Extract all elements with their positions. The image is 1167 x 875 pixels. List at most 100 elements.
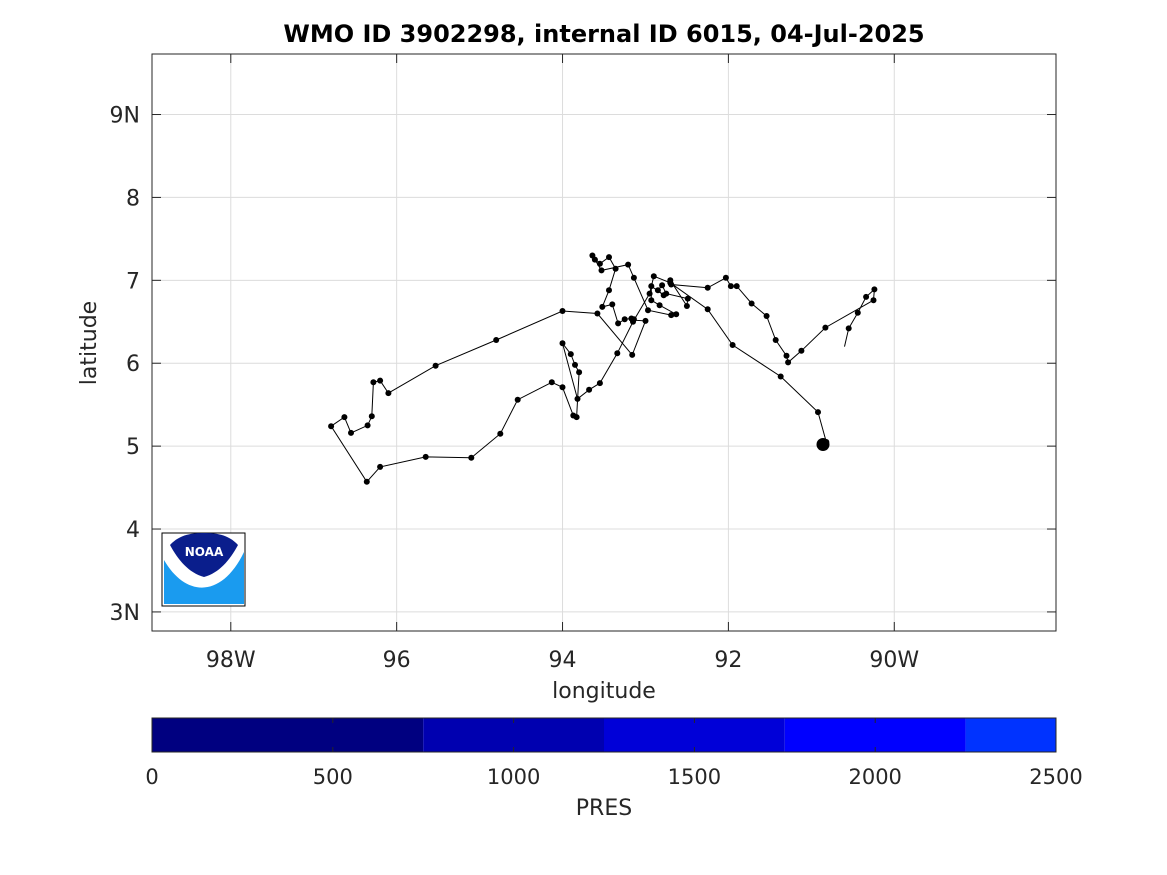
colorbar-tick-labels: 0 500 1000 1500 2000 2500 <box>145 765 1082 789</box>
x-tick-label: 96 <box>383 648 411 673</box>
colorbar-tick-label: 1000 <box>487 765 540 789</box>
profile-marker <box>614 350 621 357</box>
colorbar-tick-label: 2500 <box>1029 765 1082 789</box>
profile-marker <box>363 478 370 485</box>
profile-marker <box>606 287 612 294</box>
colorbar-tick-label: 2000 <box>848 765 901 789</box>
y-tick-label: 4 <box>126 518 140 543</box>
profile-marker <box>660 292 667 299</box>
profile-marker <box>650 273 657 280</box>
profile-marker <box>368 413 375 420</box>
profile-marker <box>684 295 691 302</box>
profile-marker <box>870 297 877 304</box>
profile-marker <box>798 347 805 354</box>
profile-marker <box>328 423 335 430</box>
x-tick-label: 92 <box>714 648 742 673</box>
profile-marker <box>598 267 605 274</box>
noaa-logo-bird-icon <box>164 552 244 604</box>
profile-marker <box>615 320 622 327</box>
float-trajectory <box>328 252 878 485</box>
profile-marker <box>576 369 583 376</box>
profile-marker <box>422 453 429 460</box>
y-tick-label: 7 <box>126 269 140 294</box>
y-tick-label: 3N <box>110 601 140 626</box>
colorbar-tick-label: 500 <box>313 765 353 789</box>
noaa-logo-dome-icon <box>170 533 238 577</box>
profile-marker <box>574 395 581 402</box>
colorbar <box>151 718 1057 752</box>
x-tick-labels: 98W 96 94 92 90W <box>206 648 919 673</box>
profile-marker <box>573 414 580 421</box>
profile-marker <box>589 252 596 259</box>
colorbar-band <box>784 718 966 752</box>
profile-marker <box>748 300 755 307</box>
profile-marker <box>596 260 603 267</box>
noaa-logo: NOAA <box>161 532 246 607</box>
profile-marker <box>572 361 578 368</box>
profile-marker <box>559 340 566 347</box>
profile-marker <box>599 303 606 310</box>
profile-marker <box>727 283 734 290</box>
profile-marker <box>377 377 384 384</box>
last-position-marker <box>816 438 830 451</box>
profile-marker <box>815 409 821 416</box>
profile-marker <box>621 316 628 323</box>
colorbar-frame <box>151 717 1057 753</box>
profile-marker <box>596 380 603 387</box>
profile-marker <box>777 373 784 380</box>
profile-marker <box>648 297 655 304</box>
y-tick-label: 6 <box>126 352 140 377</box>
profile-marker <box>646 290 653 297</box>
profile-marker <box>654 287 661 294</box>
y-tick-label: 9N <box>110 104 140 129</box>
profile-marker <box>586 386 593 393</box>
profile-marker <box>673 311 680 318</box>
profile-marker <box>667 279 674 286</box>
colorbar-label: PRES <box>576 796 632 821</box>
x-axis-label: longitude <box>552 679 656 704</box>
profile-marker <box>468 454 475 461</box>
y-tick-labels: 3N 4 5 6 7 8 9N <box>110 104 140 626</box>
profile-marker <box>772 337 779 343</box>
profile-marker <box>370 379 377 386</box>
profile-marker <box>854 309 861 316</box>
profile-marker <box>364 422 371 429</box>
profile-marker <box>863 293 870 300</box>
profile-marker <box>514 396 521 403</box>
x-tick-label: 94 <box>549 648 577 673</box>
profile-marker <box>785 359 792 366</box>
profile-marker <box>729 342 736 348</box>
colorbar-band <box>965 718 1056 752</box>
colorbar-tick-label: 1500 <box>668 765 721 789</box>
profile-marker <box>606 254 612 261</box>
profile-marker <box>733 283 740 290</box>
profile-marker <box>612 265 619 272</box>
plot-frame <box>151 53 1057 632</box>
y-tick-label: 5 <box>126 435 140 460</box>
y-axis-label: latitude <box>77 301 102 385</box>
profile-marker <box>704 306 711 313</box>
profile-marker <box>822 324 829 331</box>
profile-marker <box>341 414 348 421</box>
x-tick-label: 90W <box>869 648 919 673</box>
chart-title: WMO ID 3902298, internal ID 6015, 04-Jul… <box>283 20 924 48</box>
profile-marker <box>432 362 439 369</box>
colorbar-tick-label: 0 <box>145 765 158 789</box>
profile-marker <box>348 429 354 436</box>
profile-marker <box>659 282 666 289</box>
profile-marker <box>630 274 637 281</box>
axis-ticks <box>152 54 1056 631</box>
profile-marker <box>497 430 504 437</box>
profile-marker <box>567 351 574 358</box>
noaa-logo-text: NOAA <box>185 545 224 559</box>
profile-marker <box>871 286 878 293</box>
profile-marker <box>845 325 852 332</box>
profile-marker <box>629 351 636 358</box>
profile-marker <box>377 463 384 470</box>
profile-marker <box>645 307 651 314</box>
profile-marker <box>559 308 566 314</box>
profile-marker <box>609 301 616 308</box>
profile-marker <box>594 310 601 317</box>
profile-marker <box>704 284 711 291</box>
